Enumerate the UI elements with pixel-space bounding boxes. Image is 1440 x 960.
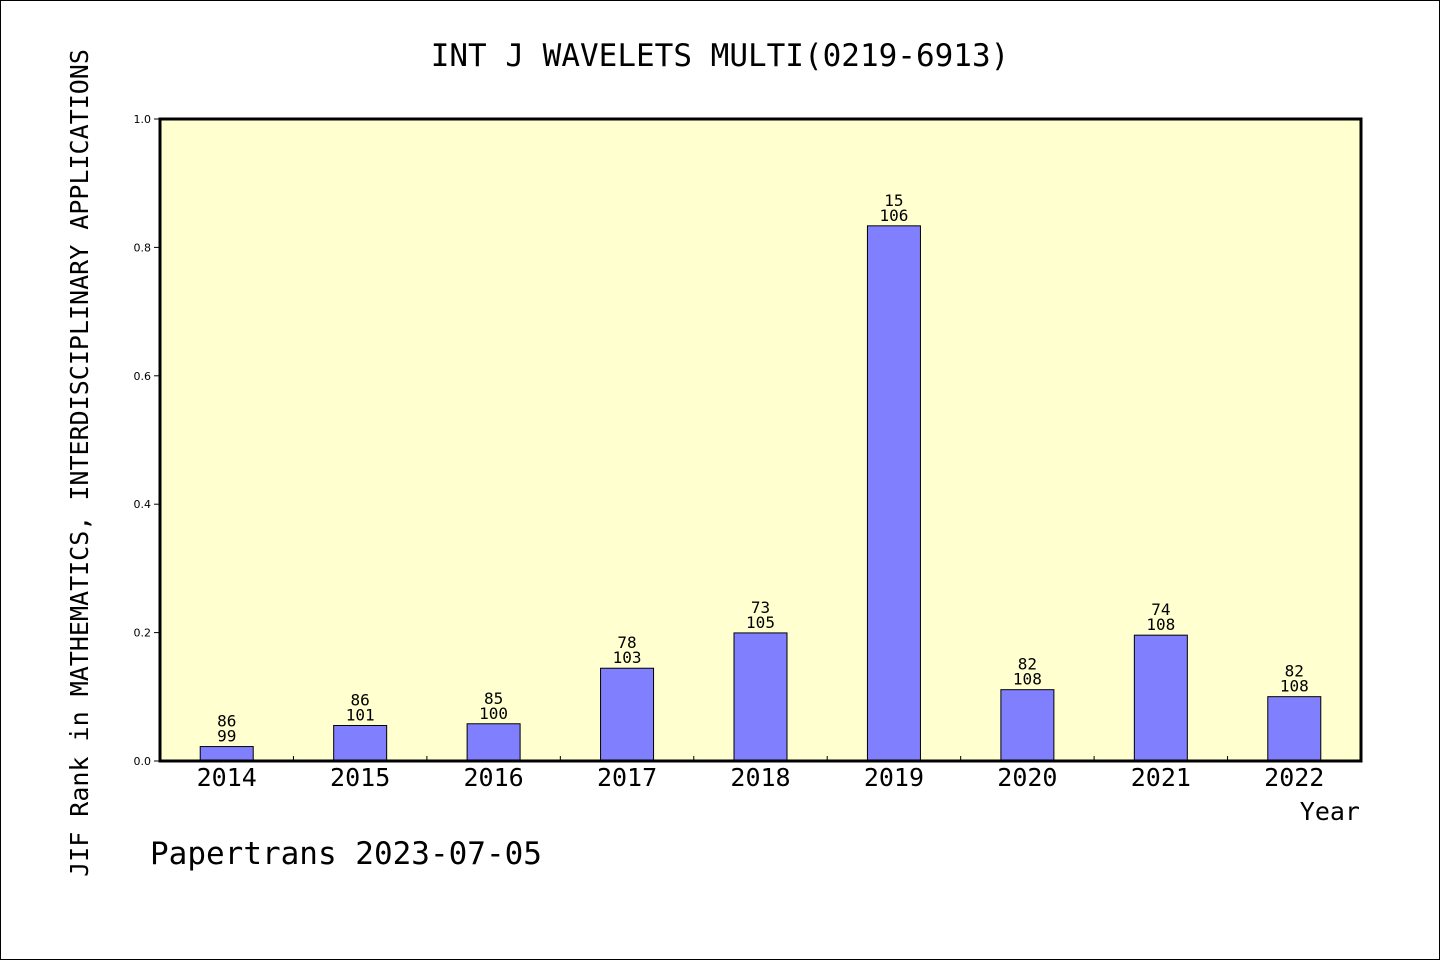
x-tick-label: 2021 xyxy=(1131,763,1191,792)
bar-label-total: 108 xyxy=(1280,677,1309,696)
bar-2017 xyxy=(600,667,655,762)
bar-label-rank: 78 xyxy=(617,633,636,652)
x-tick-label: 2017 xyxy=(597,763,657,792)
x-tick-label: 2022 xyxy=(1264,763,1324,792)
x-tick-label: 2015 xyxy=(330,763,390,792)
bar-label-rank: 82 xyxy=(1018,655,1037,674)
y-axis-label: JIF Rank in MATHEMATICS, INTERDISCIPLINA… xyxy=(65,49,94,877)
bar-2021 xyxy=(1133,634,1188,762)
plot-border xyxy=(158,117,1363,763)
bar-label-total: 99 xyxy=(217,727,236,746)
bar-2018 xyxy=(733,632,788,762)
x-tick-label: 2020 xyxy=(997,763,1057,792)
bar-label-rank: 85 xyxy=(484,689,503,708)
bar-2020 xyxy=(1000,689,1055,762)
x-axis-label: Year xyxy=(1300,797,1360,826)
bar-2014 xyxy=(199,746,254,762)
bar-label-rank: 73 xyxy=(751,598,770,617)
x-tick-label: 2016 xyxy=(464,763,524,792)
chart-title: INT J WAVELETS MULTI(0219-6913) xyxy=(431,38,1010,74)
bar-label-total: 101 xyxy=(346,705,375,724)
y-tick-label: 0.6 xyxy=(134,370,152,383)
y-tick-label: 0.8 xyxy=(134,241,152,254)
bar-2015 xyxy=(333,724,388,762)
bar-2016 xyxy=(466,723,521,762)
x-axis: 2014 2015 2016 2017 2018 2019 2020 2021 2022 xyxy=(197,756,1324,792)
y-tick-label: 0.0 xyxy=(134,755,152,768)
bar-2019 xyxy=(866,225,921,762)
bar-label-total: 106 xyxy=(879,206,908,225)
x-tick-label: 2018 xyxy=(730,763,790,792)
bar-label-rank: 74 xyxy=(1151,600,1170,619)
footer-credit: Papertrans 2023-07-05 xyxy=(150,836,542,872)
bar-label-rank: 86 xyxy=(351,690,370,709)
bar-label-total: 108 xyxy=(1013,670,1042,689)
bar-label-rank: 86 xyxy=(217,712,236,731)
y-tick-label: 0.2 xyxy=(134,627,152,640)
bar-label-total: 100 xyxy=(479,704,508,723)
bar-label-rank: 15 xyxy=(884,191,903,210)
y-tick-label: 0.4 xyxy=(134,498,152,511)
bars-group: 8699861018510078103731051510682108741088… xyxy=(199,191,1322,762)
x-tick-label: 2019 xyxy=(864,763,924,792)
x-tick-label: 2014 xyxy=(197,763,257,792)
bar-label-total: 105 xyxy=(746,613,775,632)
bar-2022 xyxy=(1267,696,1322,762)
y-axis: 0.0 0.2 0.4 0.6 0.8 1.0 xyxy=(134,113,160,768)
y-tick-label: 1.0 xyxy=(134,113,152,126)
bar-label-total: 103 xyxy=(613,648,642,667)
bar-label-total: 108 xyxy=(1146,615,1175,634)
bar-label-rank: 82 xyxy=(1285,662,1304,681)
